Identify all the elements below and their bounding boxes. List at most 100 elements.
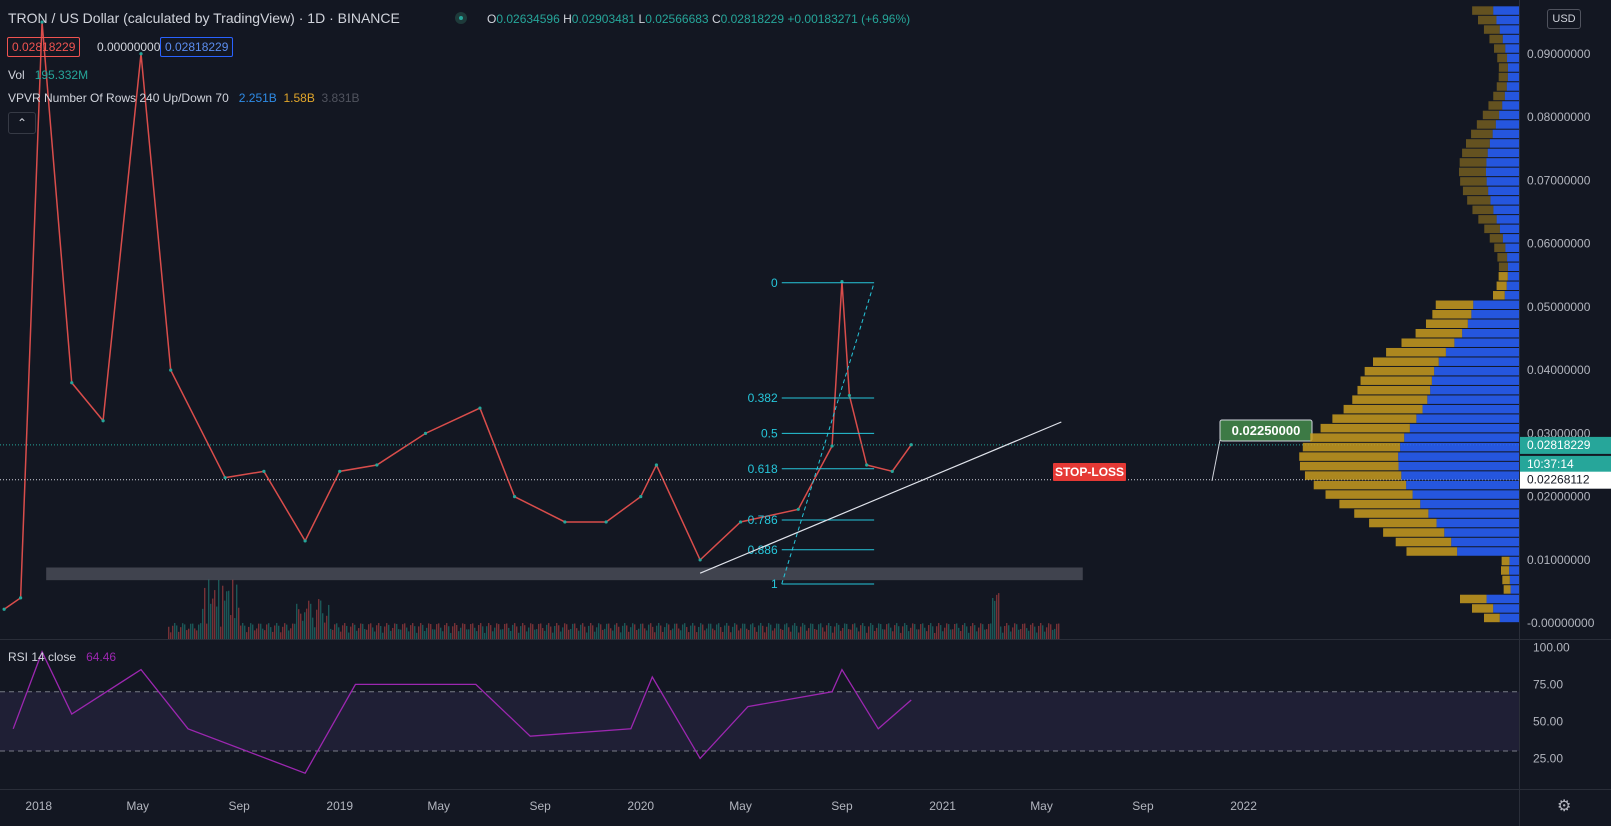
volume-bar	[790, 632, 791, 639]
sell-price-box[interactable]: 0.02818229	[7, 37, 80, 57]
volume-bar	[528, 628, 529, 639]
vp-down-bar	[1396, 538, 1451, 546]
volume-bar	[540, 623, 541, 639]
volume-bar	[288, 630, 289, 639]
vp-up-bar	[1430, 386, 1519, 394]
volume-bar	[678, 628, 679, 639]
vp-down-bar	[1460, 158, 1487, 166]
volume-bar	[942, 631, 943, 639]
volume-bar	[950, 629, 951, 639]
volume-bar	[516, 626, 517, 639]
volume-bar	[736, 625, 737, 639]
volume-bar	[490, 625, 491, 639]
volume-bar	[544, 631, 545, 639]
volume-bar	[338, 627, 339, 639]
volume-bar	[948, 624, 949, 639]
vp-down-bar	[1357, 386, 1430, 394]
volume-bar	[748, 630, 749, 639]
volume-bar	[672, 629, 673, 639]
volume-bar	[1016, 624, 1017, 639]
volume-bar	[554, 626, 555, 639]
volume-bar	[766, 627, 767, 639]
price-tick-label: 0.02000000	[1527, 490, 1591, 504]
volume-bar	[824, 632, 825, 639]
volume-bar	[314, 627, 315, 639]
volume-bar	[442, 631, 443, 639]
price-point	[375, 463, 378, 466]
volume-bar	[810, 624, 811, 639]
time-tick-label: Sep	[831, 799, 853, 813]
price-point	[605, 520, 608, 523]
volume-bar	[800, 627, 801, 639]
collapse-legend-button[interactable]: ⌃	[8, 112, 36, 134]
volume-bar	[724, 626, 725, 639]
vp-down-bar	[1484, 225, 1500, 233]
fib-level-label: 0.382	[748, 391, 778, 405]
rsi-legend[interactable]: RSI 14 close 64.46	[8, 650, 116, 664]
volume-bar	[378, 623, 379, 639]
volume-bar	[892, 631, 893, 639]
volume-bar	[880, 624, 881, 639]
volume-bar	[216, 607, 217, 639]
volume-bar	[328, 605, 329, 639]
volume-legend[interactable]: Vol 195.332M	[8, 68, 88, 82]
vp-down-bar	[1472, 6, 1493, 14]
volume-bar	[928, 625, 929, 639]
volume-bar	[546, 625, 547, 639]
settings-gear-icon[interactable]: ⚙	[1557, 796, 1571, 816]
vp-down-bar	[1432, 310, 1471, 318]
vp-down-bar	[1497, 282, 1507, 290]
volume-bar	[454, 623, 455, 639]
volume-bar	[896, 623, 897, 639]
vp-down-bar	[1401, 338, 1454, 346]
volume-bar	[242, 623, 243, 639]
support-zone	[46, 568, 1083, 581]
volume-bar	[574, 624, 575, 639]
vp-down-bar	[1499, 73, 1508, 81]
volume-bar	[318, 599, 319, 639]
target-price-label: 0.02250000	[1232, 423, 1301, 438]
volume-bar	[472, 623, 473, 639]
volume-bar	[398, 629, 399, 639]
volume-bar	[924, 628, 925, 639]
volume-bar	[910, 628, 911, 639]
vp-down-bar	[1463, 187, 1488, 195]
volume-bar	[494, 628, 495, 639]
fib-level-label: 1	[771, 577, 778, 591]
vp-up-bar	[1508, 63, 1519, 71]
volume-bar	[898, 626, 899, 639]
volume-bar	[342, 625, 343, 639]
volume-bar	[414, 626, 415, 639]
price-point	[891, 470, 894, 473]
volume-bar	[376, 625, 377, 639]
vp-down-bar	[1321, 424, 1410, 432]
currency-button[interactable]: USD	[1547, 9, 1581, 29]
buy-price-box[interactable]: 0.02818229	[160, 37, 233, 57]
vpvr-label: VPVR Number Of Rows 240 Up/Down 70	[8, 91, 229, 105]
volume-bar	[1058, 624, 1059, 639]
volume-bar	[400, 630, 401, 639]
vp-down-bar	[1497, 253, 1507, 261]
volume-bar	[570, 629, 571, 639]
volume-bar	[520, 626, 521, 639]
volume-bar	[938, 623, 939, 639]
close-value: 0.02818229	[721, 12, 784, 26]
volume-bar	[606, 624, 607, 639]
volume-bar	[1010, 632, 1011, 639]
vp-down-bar	[1499, 272, 1508, 280]
vp-up-bar	[1486, 158, 1519, 166]
price-tick-label: 0.01000000	[1527, 553, 1591, 567]
volume-bar	[180, 627, 181, 639]
vpvr-legend[interactable]: VPVR Number Of Rows 240 Up/Down 70 2.251…	[8, 91, 360, 105]
volume-bar	[532, 624, 533, 639]
price-point	[563, 520, 566, 523]
volume-bar	[854, 623, 855, 639]
volume-bar	[426, 628, 427, 639]
volume-bar	[964, 623, 965, 639]
volume-bar	[524, 625, 525, 639]
volume-bar	[1042, 625, 1043, 639]
symbol-title[interactable]: TRON / US Dollar (calculated by TradingV…	[8, 10, 400, 26]
vp-up-bar	[1511, 585, 1519, 593]
volume-bar	[260, 624, 261, 639]
